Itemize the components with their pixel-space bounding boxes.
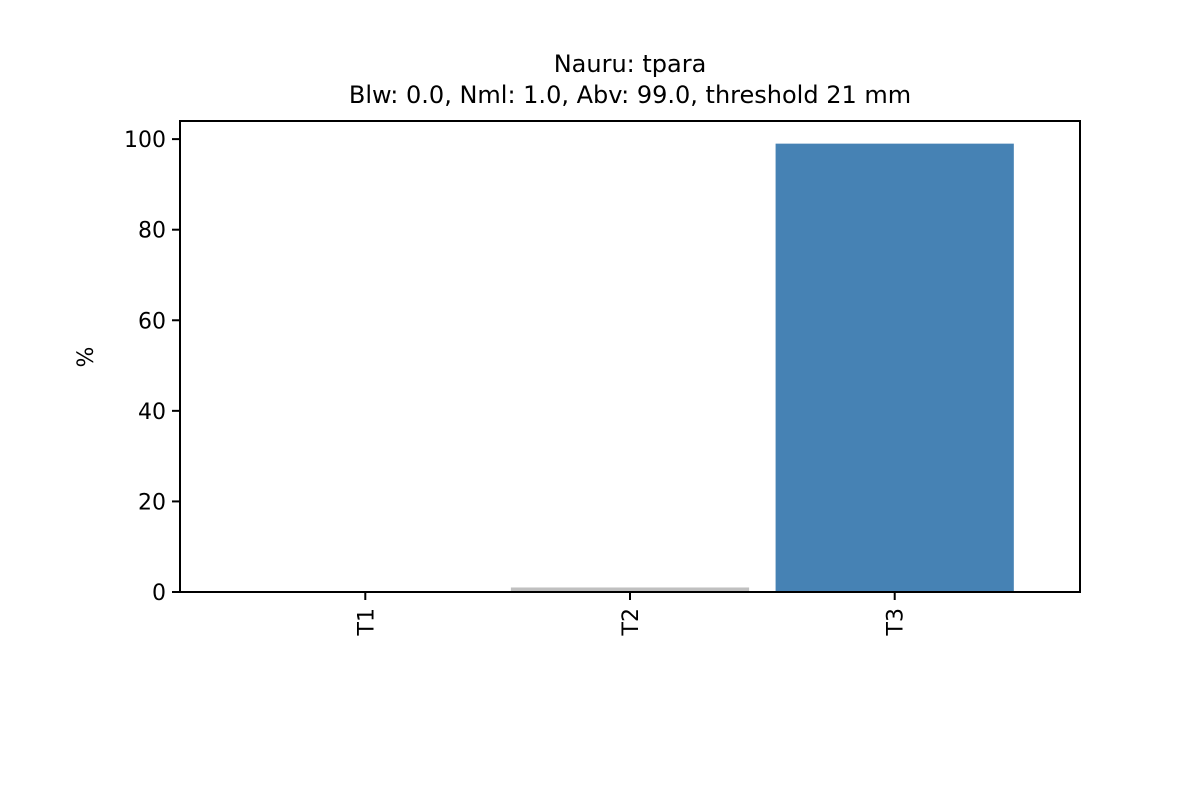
y-tick-label: 0 [152, 581, 166, 606]
x-tick-label-t2: T2 [619, 608, 644, 636]
x-tick-label-t1: T1 [354, 608, 379, 636]
y-axis-label: % [74, 347, 99, 368]
bar-t3 [775, 143, 1014, 592]
chart-subtitle: Blw: 0.0, Nml: 1.0, Abv: 99.0, threshold… [349, 81, 911, 109]
x-tick-label-t3: T3 [884, 608, 909, 636]
bar-t2 [510, 587, 750, 592]
y-tick-label: 60 [138, 309, 166, 334]
y-tick-label: 20 [138, 490, 166, 515]
plot-area: 0 20 40 60 80 100 T1 T2 T3 [124, 120, 1081, 636]
y-tick-label: 40 [138, 400, 166, 425]
chart-title: Nauru: tpara [554, 50, 707, 78]
y-tick-label: 100 [124, 128, 166, 153]
y-tick-label: 80 [138, 219, 166, 244]
